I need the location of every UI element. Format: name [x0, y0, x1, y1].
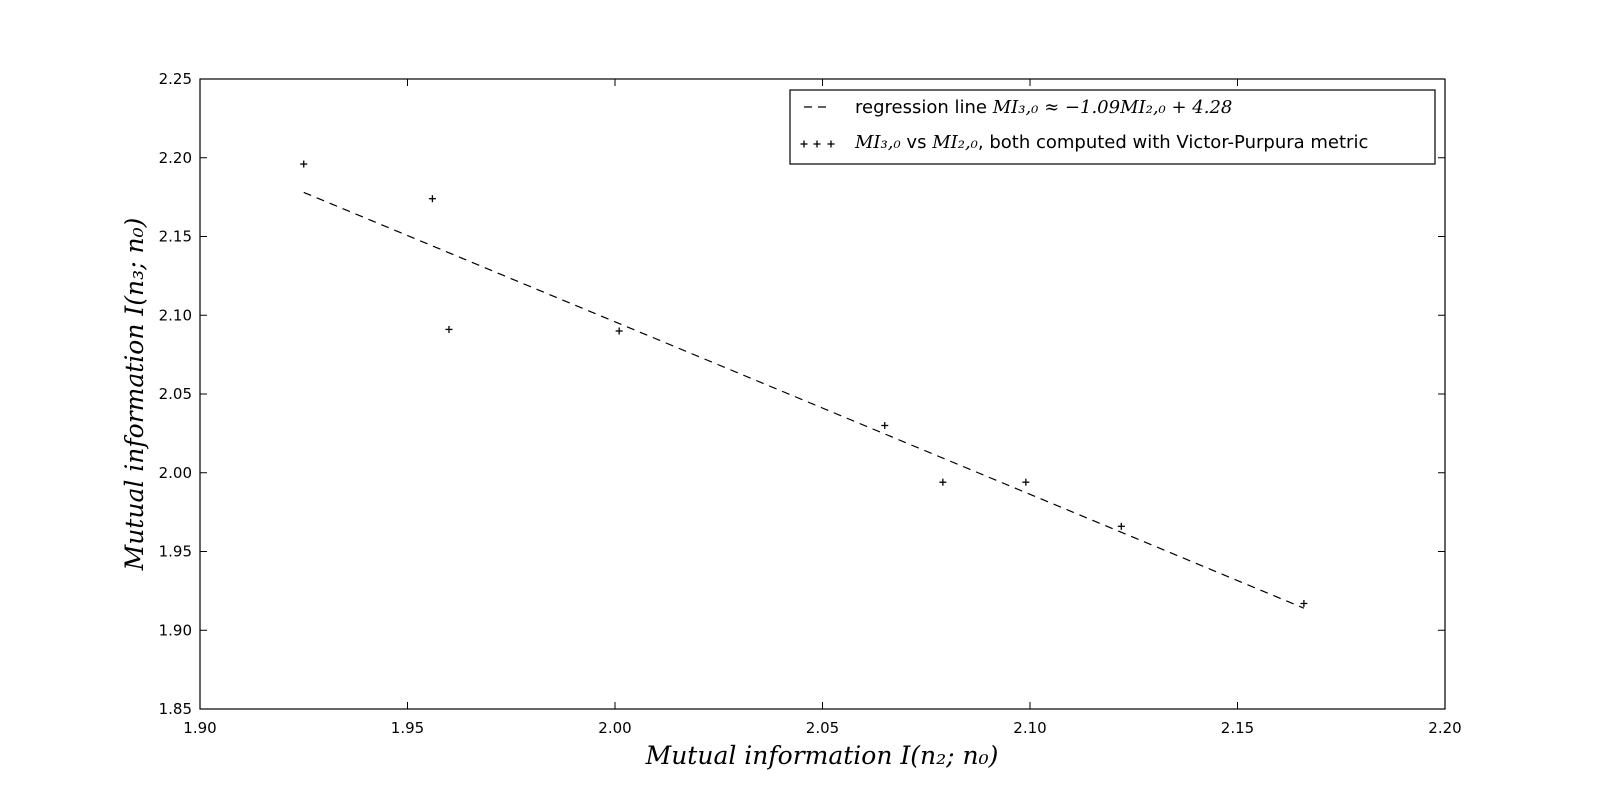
- legend-item-regression: regression line MI₃,₀ ≈ −1.09MI₂,₀ + 4.2…: [855, 97, 1232, 118]
- scatter-point: [1117, 522, 1125, 530]
- regression-line: [303, 191, 1305, 609]
- x-tick-label: 2.20: [1428, 719, 1461, 737]
- legend-item-scatter-math-a: MI₃,₀: [854, 132, 901, 153]
- legend-item-scatter-middle: vs: [901, 132, 932, 153]
- scatter-point: [881, 422, 889, 429]
- x-tick-label: 2.00: [598, 719, 631, 737]
- legend-item-regression-math: MI₃,₀ ≈ −1.09MI₂,₀ + 4.28: [992, 97, 1233, 118]
- y-tick-label: 2.05: [159, 385, 192, 403]
- scatter-point: [939, 478, 947, 486]
- y-tick-label: 1.85: [159, 700, 192, 718]
- y-tick-label: 1.95: [159, 543, 192, 561]
- legend-marker: [827, 140, 835, 148]
- legend-item-scatter-suffix: , both computed with Victor-Purpura metr…: [978, 132, 1368, 153]
- legend-marker: [800, 140, 808, 148]
- x-axis-label: Mutual information I(n₂; n₀): [645, 741, 999, 770]
- y-tick-label: 2.15: [159, 228, 192, 246]
- legend-item-scatter: MI₃,₀ vs MI₂,₀, both computed with Victo…: [854, 132, 1368, 153]
- legend-frame: [789, 89, 1436, 165]
- y-tick-label: 2.20: [159, 149, 192, 167]
- scatter-point: [1300, 599, 1308, 607]
- y-tick-label: 2.25: [159, 70, 192, 88]
- x-axis: 1.90 1.95 2.00 2.05 2.10 2.15 2.20: [183, 79, 1462, 737]
- legend: regression line MI₃,₀ ≈ −1.09MI₂,₀ + 4.2…: [789, 89, 1436, 165]
- scatter-point: [1022, 478, 1030, 486]
- regression-line-series: [303, 191, 1305, 609]
- legend-item-scatter-math-b: MI₂,₀: [931, 132, 978, 153]
- x-tick-label: 1.90: [183, 719, 216, 737]
- x-tick-label: 2.15: [1221, 719, 1254, 737]
- legend-marker: [813, 140, 821, 148]
- legend-marker-swatch: [800, 140, 835, 148]
- scatter-point: [300, 160, 308, 168]
- x-tick-label: 2.10: [1013, 719, 1046, 737]
- y-axis: 1.85 1.90 1.95 2.00 2.05 2.10 2.15 2.20 2.25: [159, 70, 1445, 718]
- scatter-point: [445, 325, 453, 333]
- scatter-point: [615, 327, 623, 335]
- plot-area: [199, 78, 1446, 710]
- y-axis-label: Mutual information I(n₃; n₀): [120, 218, 149, 572]
- y-tick-label: 2.10: [159, 306, 192, 324]
- y-tick-label: 2.00: [159, 464, 192, 482]
- scatter-point: [428, 195, 436, 203]
- x-tick-label: 1.95: [391, 719, 424, 737]
- y-tick-label: 1.90: [159, 621, 192, 639]
- scatter-series: [300, 160, 1308, 607]
- x-tick-label: 2.05: [806, 719, 839, 737]
- legend-item-regression-prefix: regression line: [855, 97, 993, 118]
